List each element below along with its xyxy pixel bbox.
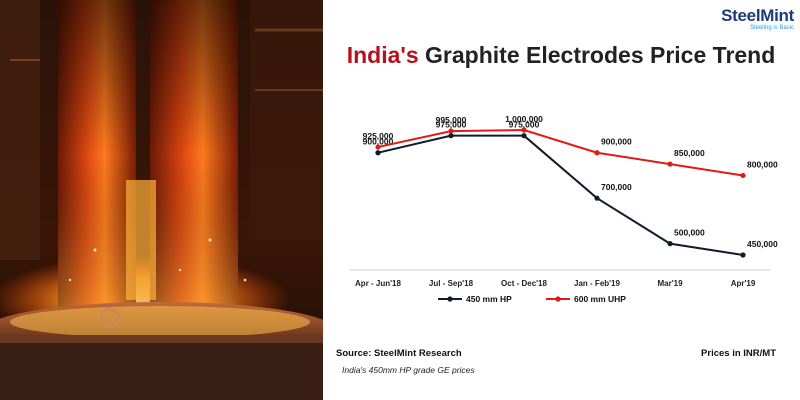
data-label: 500,000 [674, 228, 705, 238]
legend-marker [555, 296, 561, 302]
data-label: 900,000 [601, 137, 632, 147]
data-point [740, 252, 746, 258]
data-label: 850,000 [674, 148, 705, 158]
price-trend-chart: Apr - Jun'18 Jul - Sep'18 Oct - Dec'18 Jan … [350, 114, 778, 304]
data-point [375, 150, 381, 156]
unit-note: Prices in INR/MT [701, 348, 776, 359]
series-line-uhp [377, 128, 744, 177]
data-point [740, 172, 746, 179]
data-label: 700,000 [601, 182, 632, 192]
title-rest: Graphite Electrodes Price Trend [418, 42, 776, 68]
brand-tagline: Steeling is Basic [749, 25, 794, 31]
source-note: Source: SteelMint Research [336, 348, 462, 359]
data-label: 450,000 [747, 239, 778, 249]
data-label: 900,000 [363, 137, 394, 147]
x-tick-label: Jul - Sep'18 [429, 279, 474, 288]
data-label: 1,000,000 [505, 114, 543, 124]
grade-note: India's 450mm HP grade GE prices [342, 365, 475, 375]
series-line-hp [377, 134, 744, 256]
data-point [667, 241, 673, 247]
chart-title: India's Graphite Electrodes Price Trend [336, 42, 786, 69]
x-tick-label: Apr'19 [731, 279, 756, 288]
data-point [594, 195, 600, 201]
furnace-photo [0, 0, 323, 400]
legend-label: 450 mm HP [466, 294, 512, 304]
data-point [521, 133, 527, 139]
title-highlight: India's [346, 42, 419, 68]
data-point [448, 133, 454, 139]
data-point [521, 127, 527, 133]
legend-label: 600 mm UHP [574, 294, 626, 304]
x-tick-label: Jan - Feb'19 [574, 279, 620, 288]
data-label: 975,000 [436, 120, 467, 130]
x-tick-label: Apr - Jun'18 [355, 279, 401, 288]
steelmint-logo: SteelMint Steeling is Basic [700, 6, 794, 40]
data-label: 995,000 [436, 115, 467, 125]
data-point [448, 128, 454, 134]
data-point [594, 150, 600, 156]
legend-marker [447, 296, 453, 302]
data-label: 925,000 [363, 131, 394, 141]
data-label: 975,000 [509, 120, 540, 130]
brand-name: SteelMint [721, 6, 794, 25]
x-tick-label: Oct - Dec'18 [501, 279, 547, 288]
data-point [667, 161, 673, 167]
data-point [375, 144, 381, 150]
x-tick-label: Mar'19 [657, 279, 683, 288]
data-label: 800,000 [747, 159, 778, 169]
